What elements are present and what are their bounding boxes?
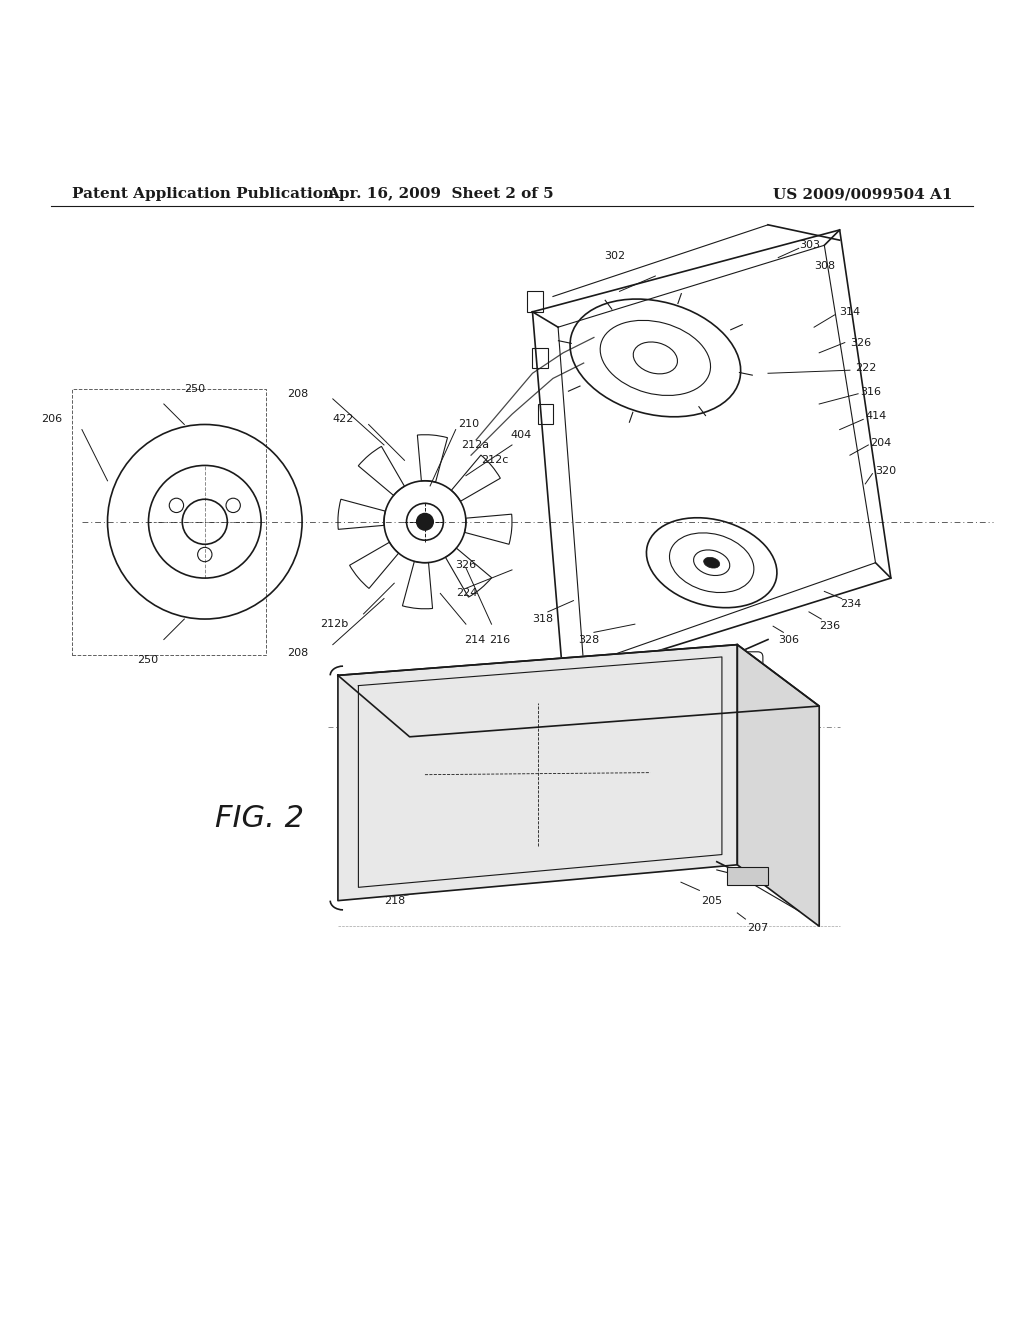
Text: US 2009/0099504 A1: US 2009/0099504 A1	[773, 187, 952, 201]
Text: 218: 218	[384, 896, 406, 906]
Text: 326: 326	[850, 338, 871, 347]
Text: 205: 205	[701, 896, 723, 906]
Text: 326: 326	[456, 560, 477, 570]
Circle shape	[417, 513, 433, 529]
Text: 414: 414	[865, 412, 887, 421]
Text: 208: 208	[287, 389, 308, 399]
Bar	[527, 292, 543, 312]
Polygon shape	[737, 644, 819, 927]
Text: 236: 236	[819, 622, 841, 631]
Wedge shape	[452, 455, 501, 502]
Text: 328: 328	[579, 635, 600, 644]
Text: 234: 234	[840, 599, 861, 609]
Wedge shape	[402, 561, 432, 609]
Text: 314: 314	[840, 306, 861, 317]
Text: Apr. 16, 2009  Sheet 2 of 5: Apr. 16, 2009 Sheet 2 of 5	[327, 187, 554, 201]
Text: FIG. 2: FIG. 2	[215, 804, 304, 833]
Wedge shape	[338, 499, 385, 529]
Text: 208: 208	[287, 648, 308, 657]
Text: 302: 302	[604, 251, 626, 260]
Text: 202: 202	[365, 795, 386, 805]
Text: 306: 306	[778, 635, 800, 644]
Bar	[538, 404, 553, 425]
Text: 303: 303	[799, 240, 820, 251]
Text: 207: 207	[748, 923, 769, 933]
Text: 250: 250	[137, 655, 159, 665]
Polygon shape	[338, 644, 819, 737]
Text: 318: 318	[532, 614, 554, 624]
Text: 216: 216	[489, 635, 511, 644]
Text: 212c: 212c	[481, 455, 509, 466]
Text: 224: 224	[456, 589, 477, 598]
Text: 204: 204	[870, 438, 892, 447]
Wedge shape	[418, 434, 447, 482]
Bar	[727, 867, 768, 886]
Wedge shape	[465, 515, 512, 544]
Text: Patent Application Publication: Patent Application Publication	[72, 187, 334, 201]
Text: 210: 210	[458, 420, 479, 429]
Text: 308: 308	[814, 261, 836, 271]
Text: 222: 222	[855, 363, 877, 374]
Text: 212b: 212b	[319, 619, 348, 630]
Wedge shape	[349, 543, 398, 589]
Bar	[532, 347, 548, 368]
FancyBboxPatch shape	[701, 652, 763, 688]
Polygon shape	[338, 644, 737, 900]
Text: 404: 404	[510, 430, 531, 440]
Text: 320: 320	[876, 466, 897, 475]
Text: 206: 206	[41, 414, 62, 424]
Ellipse shape	[703, 557, 720, 568]
Text: 316: 316	[860, 387, 882, 397]
Text: 250: 250	[184, 384, 206, 393]
Polygon shape	[532, 230, 891, 681]
Text: 212a: 212a	[461, 440, 488, 450]
Wedge shape	[358, 446, 404, 495]
Text: 422: 422	[333, 414, 354, 424]
Wedge shape	[445, 548, 492, 597]
Text: 214: 214	[464, 635, 485, 644]
